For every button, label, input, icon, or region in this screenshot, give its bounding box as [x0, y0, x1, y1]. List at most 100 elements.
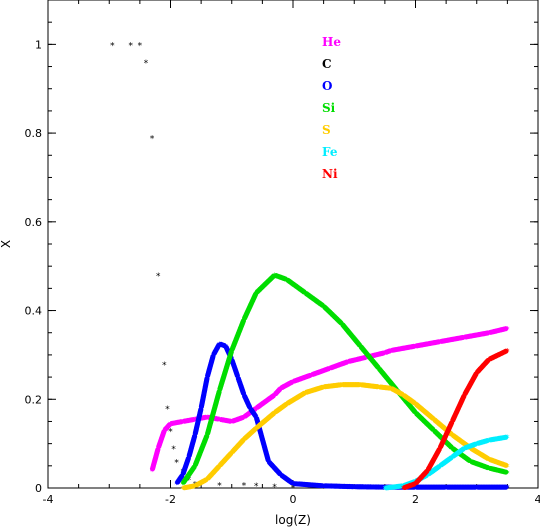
data-point: * — [505, 484, 510, 494]
y-tick-label: 0.4 — [25, 305, 43, 318]
data-point: * — [278, 385, 283, 395]
data-point: * — [180, 472, 185, 482]
data-point: * — [505, 485, 510, 495]
x-tick-label: -2 — [165, 493, 176, 506]
data-point: * — [180, 481, 185, 491]
curve-fill-marker — [503, 326, 509, 332]
data-point: * — [382, 485, 387, 495]
data-point: * — [321, 384, 326, 394]
data-point: * — [382, 350, 387, 360]
data-point: * — [284, 401, 289, 411]
data-point: * — [413, 481, 418, 491]
data-point: * — [192, 416, 197, 426]
data-point: * — [425, 472, 430, 482]
data-point: * — [162, 427, 167, 437]
data-point: * — [162, 361, 167, 371]
data-point: * — [364, 354, 369, 364]
data-point: * — [339, 382, 344, 392]
legend-item-ni: Ni — [322, 167, 338, 181]
data-point: * — [474, 485, 479, 495]
data-point: * — [149, 467, 154, 477]
data-point: * — [241, 316, 246, 326]
data-point: * — [192, 432, 197, 442]
data-point: * — [205, 476, 210, 486]
y-tick-label: 0.6 — [25, 216, 43, 229]
series-ni: * ******** — [401, 347, 511, 495]
data-point: * — [229, 418, 234, 428]
data-point: * — [217, 387, 222, 397]
curve-fill-marker — [503, 462, 509, 468]
data-point: * — [137, 41, 142, 51]
x-tick-label: 4 — [535, 493, 540, 506]
data-point: * — [505, 325, 510, 335]
series-c: ************************* — [110, 41, 510, 494]
data-point: * — [192, 463, 197, 473]
data-point: * — [110, 41, 115, 51]
data-point: * — [486, 330, 491, 340]
data-point: * — [143, 59, 148, 69]
data-point: * — [425, 467, 430, 477]
y-axis-label: X — [0, 240, 13, 248]
legend: He CO Si S Fe Ni — [322, 35, 341, 181]
data-point: * — [474, 441, 479, 451]
y-tick-label: 0 — [35, 482, 42, 495]
legend-item-o: O — [322, 79, 332, 93]
x-tick-label: 0 — [290, 493, 297, 506]
data-point: * — [254, 482, 259, 492]
data-point: * — [309, 372, 314, 382]
data-point: * — [321, 484, 326, 494]
legend-item-he: He — [322, 35, 341, 49]
data-point: * — [186, 454, 191, 464]
data-point: * — [241, 436, 246, 446]
data-point: * — [401, 485, 406, 495]
data-point: * — [156, 445, 161, 455]
data-point: * — [437, 445, 442, 455]
data-point: * — [168, 427, 173, 437]
data-point: * — [272, 410, 277, 420]
y-tick-label: 0.8 — [25, 127, 43, 140]
data-point: * — [327, 365, 332, 375]
data-point: * — [388, 347, 393, 357]
data-point: * — [413, 485, 418, 495]
curve-fill-marker — [503, 484, 509, 490]
data-point: * — [192, 483, 197, 493]
data-point: * — [168, 421, 173, 431]
plot-frame — [47, 0, 539, 489]
data-point: * — [229, 450, 234, 460]
data-point: * — [474, 370, 479, 380]
data-point: * — [345, 359, 350, 369]
data-point: * — [205, 374, 210, 384]
data-point: * — [180, 418, 185, 428]
data-point: * — [128, 41, 133, 51]
data-point: * — [186, 476, 191, 486]
data-point: * — [165, 405, 170, 415]
data-point: * — [505, 463, 510, 473]
data-point: * — [303, 390, 308, 400]
data-point: * — [486, 437, 491, 447]
y-tick-label: 0.2 — [25, 393, 43, 406]
x-tick-label: 2 — [412, 493, 419, 506]
data-point: * — [211, 352, 216, 362]
data-point: * — [171, 445, 176, 455]
series-he: ************************* — [149, 325, 510, 477]
data-point: * — [505, 469, 510, 479]
data-point: * — [272, 483, 277, 493]
data-point: * — [156, 272, 161, 282]
axis-ticks: -4 -2 0 2 4 0 0.2 0.4 0.6 0.8 1 — [25, 0, 540, 506]
legend-item-si: Si — [322, 101, 336, 115]
x-tick-label: -4 — [43, 493, 54, 506]
data-point: * — [462, 445, 467, 455]
data-point: * — [180, 485, 185, 495]
curve-fill-marker — [503, 348, 509, 354]
x-axis-label: log(Z) — [275, 513, 311, 527]
data-point: * — [352, 485, 357, 495]
curve-fill-marker — [503, 434, 509, 440]
data-point: * — [272, 392, 277, 402]
data-point: * — [254, 405, 259, 415]
data-point: * — [174, 458, 179, 468]
data-point: * — [198, 405, 203, 415]
series-si: ********************* — [180, 272, 510, 491]
data-point: * — [241, 414, 246, 424]
data-point: * — [217, 463, 222, 473]
